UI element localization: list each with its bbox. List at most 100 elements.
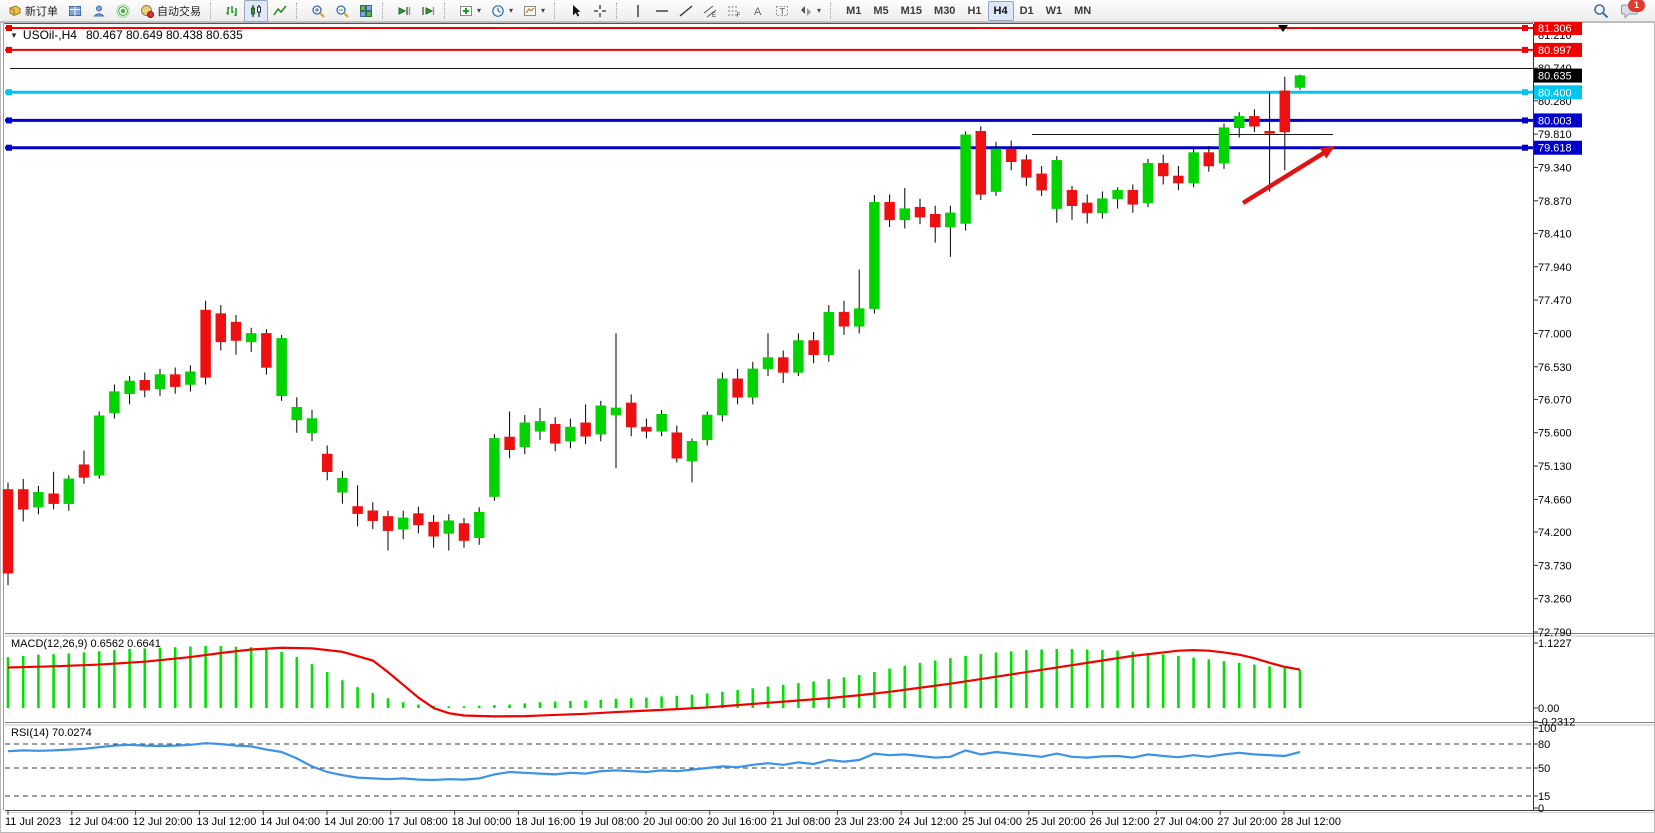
svg-text:77.470: 77.470 [1538, 295, 1572, 307]
chevron-down-icon[interactable]: ▾ [817, 6, 822, 15]
timeframe-mn[interactable]: MN [1074, 4, 1092, 17]
sound-alerts-button[interactable] [111, 0, 135, 22]
svg-text:14 Jul 20:00: 14 Jul 20:00 [324, 816, 384, 828]
candle [884, 201, 895, 221]
indicators-button[interactable]: ▾ [454, 0, 486, 22]
chevron-down-icon[interactable]: ▾ [541, 6, 546, 15]
zoom-in-icon [311, 4, 325, 18]
candle [413, 513, 424, 526]
text-button[interactable]: A [746, 0, 770, 22]
vertical-line-button[interactable] [626, 0, 650, 22]
candle [549, 423, 561, 444]
candle [367, 510, 379, 521]
candle [717, 378, 728, 416]
periods-button[interactable]: ▾ [486, 0, 518, 22]
channel-icon: E [703, 4, 717, 19]
svg-text:75.130: 75.130 [1538, 461, 1572, 473]
candle [1264, 131, 1275, 134]
line-chart-button[interactable] [268, 0, 292, 22]
candle [169, 374, 181, 387]
candle [914, 206, 926, 218]
candle [899, 208, 911, 221]
auto-trading-button[interactable]: 自动交易 [135, 0, 206, 22]
toolbar-separator [830, 2, 837, 19]
arrows-button[interactable]: ▾ [794, 0, 826, 22]
market-watch-button[interactable] [63, 0, 87, 22]
candle [823, 311, 835, 355]
templates-button[interactable]: ▾ [518, 0, 550, 22]
svg-text:24 Jul 12:00: 24 Jul 12:00 [898, 816, 958, 828]
new-order-icon [8, 4, 22, 18]
candle [1051, 160, 1063, 209]
zoom-in-button[interactable] [306, 0, 330, 22]
equidistant-channel-button[interactable]: E [698, 0, 722, 22]
search-icon[interactable] [1593, 3, 1609, 19]
svg-text:15: 15 [1538, 791, 1550, 803]
svg-text:13 Jul 12:00: 13 Jul 12:00 [196, 816, 256, 828]
candle [352, 506, 363, 514]
candle [473, 511, 485, 538]
zoom-out-button[interactable] [330, 0, 354, 22]
fibonacci-button[interactable]: F [722, 0, 746, 22]
chart-canvas[interactable]: 81.21080.74080.28079.81079.34078.87078.4… [0, 22, 1655, 833]
horizontal-line-button[interactable] [650, 0, 674, 22]
line-icon [273, 4, 287, 18]
svg-text:28 Jul 12:00: 28 Jul 12:00 [1281, 816, 1341, 828]
auto-scroll-button[interactable] [392, 0, 416, 22]
timeframe-h4[interactable]: H4 [987, 0, 1014, 21]
candle [732, 378, 743, 398]
svg-text:F: F [737, 13, 741, 18]
new-order-button[interactable]: 新订单 [3, 0, 63, 22]
candle [33, 492, 44, 508]
chevron-down-icon[interactable]: ▾ [509, 6, 514, 15]
svg-text:A: A [754, 6, 762, 18]
svg-text:12 Jul 20:00: 12 Jul 20:00 [133, 816, 193, 828]
candle [960, 134, 971, 224]
candle [78, 464, 90, 478]
candlestick-chart-button[interactable] [244, 0, 268, 22]
cursor-button[interactable] [564, 0, 588, 22]
text-label-button[interactable]: T [770, 0, 794, 22]
timeframe-d1[interactable]: D1 [1019, 4, 1034, 17]
candle [245, 333, 257, 343]
svg-text:18 Jul 00:00: 18 Jul 00:00 [452, 816, 512, 828]
bars-icon [225, 4, 239, 18]
candle [565, 426, 576, 442]
tile-windows-button[interactable] [354, 0, 378, 22]
svg-text:78.870: 78.870 [1538, 196, 1572, 208]
timeframe-m30[interactable]: M30 [934, 4, 956, 17]
candle [124, 380, 135, 394]
svg-text:25 Jul 20:00: 25 Jul 20:00 [1026, 816, 1086, 828]
svg-text:17 Jul 08:00: 17 Jul 08:00 [388, 816, 448, 828]
svg-text:75.600: 75.600 [1538, 428, 1572, 440]
trendline-button[interactable] [674, 0, 698, 22]
candle [1142, 162, 1154, 204]
chevron-down-icon[interactable]: ▾ [477, 6, 482, 15]
candle [291, 406, 303, 421]
new-order-button-label: 新订单 [25, 5, 58, 18]
data-window-button[interactable] [87, 0, 111, 22]
timeframe-m1[interactable]: M1 [846, 4, 862, 17]
timeframe-m5[interactable]: M5 [873, 4, 889, 17]
macd-signal-line [7, 646, 1301, 718]
candle [154, 374, 166, 389]
rsi-pane: 100 80 50 150 [5, 723, 1556, 815]
toolbar-separator [210, 2, 217, 19]
crosshair-button[interactable] [588, 0, 612, 22]
svg-text:27 Jul 20:00: 27 Jul 20:00 [1217, 816, 1277, 828]
bar-chart-button[interactable] [220, 0, 244, 22]
candle [671, 432, 683, 459]
timeframe-h1[interactable]: H1 [967, 4, 982, 17]
chart-shift-button[interactable] [416, 0, 440, 22]
toolbar-separator [554, 2, 561, 19]
svg-text:79.618: 79.618 [1538, 143, 1572, 155]
timeframe-m15[interactable]: M15 [900, 4, 923, 17]
candle [93, 415, 105, 476]
candles-icon [249, 4, 263, 18]
notifications-button[interactable]: 1 [1621, 0, 1645, 19]
svg-text:19 Jul 08:00: 19 Jul 08:00 [579, 816, 639, 828]
candle [990, 148, 1002, 192]
timeframe-w1[interactable]: W1 [1045, 4, 1063, 17]
collapse-triangle-icon[interactable]: ▼ [10, 30, 18, 40]
svg-text:26 Jul 12:00: 26 Jul 12:00 [1090, 816, 1150, 828]
